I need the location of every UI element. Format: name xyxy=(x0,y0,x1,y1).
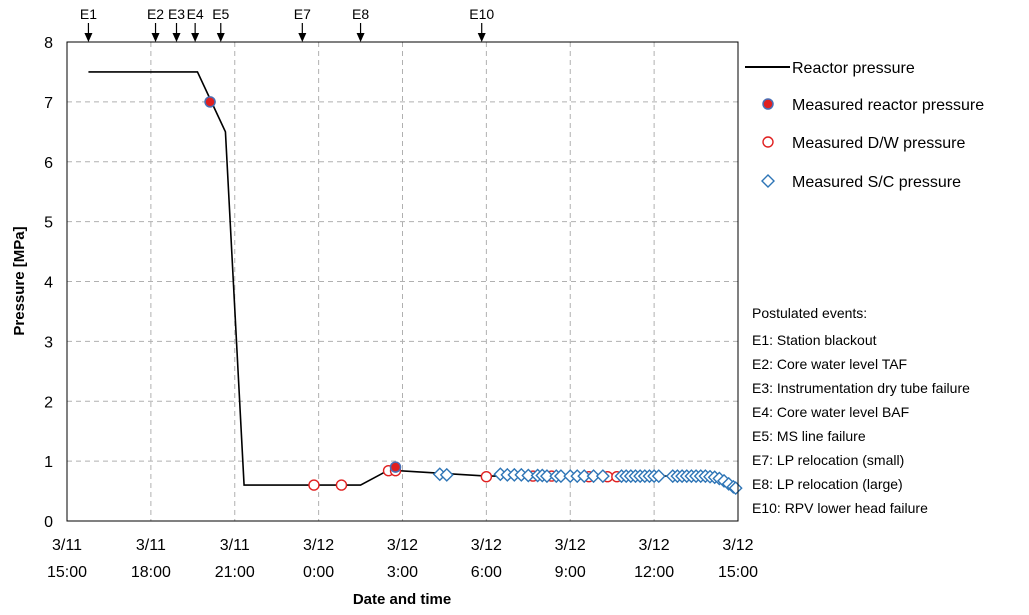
y-tick-label-2: 2 xyxy=(44,394,53,411)
notes-line-3: E4: Core water level BAF xyxy=(752,404,909,420)
notes-heading: Postulated events: xyxy=(752,305,867,321)
data-point-1-1 xyxy=(391,462,401,472)
y-tick-label-5: 5 xyxy=(44,215,53,232)
notes-line-4: E5: MS line failure xyxy=(752,428,866,444)
x-tick-date-3: 3/12 xyxy=(303,537,334,554)
legend-item-2: Measured D/W pressure xyxy=(763,135,965,152)
x-tick-date-4: 3/12 xyxy=(387,537,418,554)
data-point-1-0 xyxy=(205,97,215,107)
x-axis-title: Date and time xyxy=(353,591,451,608)
legend: Reactor pressure Measured reactor pressur… xyxy=(745,60,984,191)
event-arrow-head xyxy=(191,33,199,42)
y-tick-label-8: 8 xyxy=(44,35,53,52)
y-tick-labels: 0 1 2 3 4 5 6 7 8 xyxy=(44,35,53,531)
data-point-2-4 xyxy=(481,472,491,482)
data-point-2-1 xyxy=(336,480,346,490)
x-tick-date-6: 3/12 xyxy=(555,537,586,554)
notes-line-1: E2: Core water level TAF xyxy=(752,356,907,372)
notes-line-2: E3: Instrumentation dry tube failure xyxy=(752,380,970,396)
y-axis-title: Pressure [MPa] xyxy=(11,226,28,335)
x-tick-time-0: 15:00 xyxy=(47,564,87,581)
event-label: E10 xyxy=(469,6,494,22)
x-tick-date-1: 3/11 xyxy=(136,537,166,554)
x-tick-time-6: 9:00 xyxy=(555,564,586,581)
y-tick-label-3: 3 xyxy=(44,334,53,351)
legend-swatch xyxy=(763,99,773,109)
legend-label: Measured S/C pressure xyxy=(792,174,961,191)
y-tick-label-1: 1 xyxy=(44,454,53,471)
event-markers: E1 E2 E3 E4 E5 E7 E8 E10 xyxy=(80,6,495,42)
notes-line-6: E8: LP relocation (large) xyxy=(752,476,903,492)
event-label: E8 xyxy=(352,6,369,22)
y-tick-label-0: 0 xyxy=(44,514,53,531)
x-tick-time-5: 6:00 xyxy=(471,564,502,581)
y-tick-label-6: 6 xyxy=(44,155,53,172)
event-arrow-head xyxy=(84,33,92,42)
y-tick-label-4: 4 xyxy=(44,275,53,292)
legend-item-0: Reactor pressure xyxy=(745,60,915,77)
event-label: E2 xyxy=(147,6,164,22)
event-arrow-head xyxy=(217,33,225,42)
events-notes: Postulated events: E1: Station blackout E… xyxy=(752,305,970,516)
notes-line-5: E7: LP relocation (small) xyxy=(752,452,904,468)
event-marker-E4: E4 xyxy=(187,6,204,42)
x-tick-date-8: 3/12 xyxy=(722,537,753,554)
x-tick-time-8: 15:00 xyxy=(718,564,758,581)
x-tick-time-3: 0:00 xyxy=(303,564,334,581)
event-arrow-head xyxy=(152,33,160,42)
event-label: E1 xyxy=(80,6,97,22)
legend-item-1: Measured reactor pressure xyxy=(763,97,984,114)
event-arrow-head xyxy=(298,33,306,42)
event-arrow-head xyxy=(173,33,181,42)
x-tick-labels: 3/11 15:00 3/11 18:00 3/11 21:00 3/12 0:00 3/12 3… xyxy=(47,537,758,581)
x-tick-date-7: 3/12 xyxy=(639,537,670,554)
event-marker-E1: E1 xyxy=(80,6,97,42)
legend-label: Measured reactor pressure xyxy=(792,97,984,114)
y-tick-label-7: 7 xyxy=(44,95,53,112)
x-tick-date-5: 3/12 xyxy=(471,537,502,554)
event-marker-E3: E3 xyxy=(168,6,185,42)
event-label: E4 xyxy=(187,6,204,22)
legend-label: Reactor pressure xyxy=(792,60,915,77)
x-tick-time-4: 3:00 xyxy=(387,564,418,581)
event-label: E7 xyxy=(294,6,311,22)
notes-line-7: E10: RPV lower head failure xyxy=(752,500,928,516)
event-label: E5 xyxy=(212,6,229,22)
event-arrow-head xyxy=(357,33,365,42)
legend-swatch xyxy=(763,137,773,147)
event-label: E3 xyxy=(168,6,185,22)
legend-label: Measured D/W pressure xyxy=(792,135,965,152)
legend-swatch xyxy=(762,175,774,187)
event-marker-E10: E10 xyxy=(469,6,494,42)
event-marker-E5: E5 xyxy=(212,6,229,42)
event-marker-E8: E8 xyxy=(352,6,369,42)
x-tick-date-2: 3/11 xyxy=(220,537,250,554)
event-marker-E7: E7 xyxy=(294,6,311,42)
x-tick-time-2: 21:00 xyxy=(215,564,255,581)
x-tick-time-7: 12:00 xyxy=(634,564,674,581)
notes-line-0: E1: Station blackout xyxy=(752,332,877,348)
x-tick-date-0: 3/11 xyxy=(52,537,82,554)
event-arrow-head xyxy=(478,33,486,42)
legend-item-3: Measured S/C pressure xyxy=(762,174,961,191)
event-marker-E2: E2 xyxy=(147,6,164,42)
data-point-2-0 xyxy=(309,480,319,490)
x-tick-time-1: 18:00 xyxy=(131,564,171,581)
